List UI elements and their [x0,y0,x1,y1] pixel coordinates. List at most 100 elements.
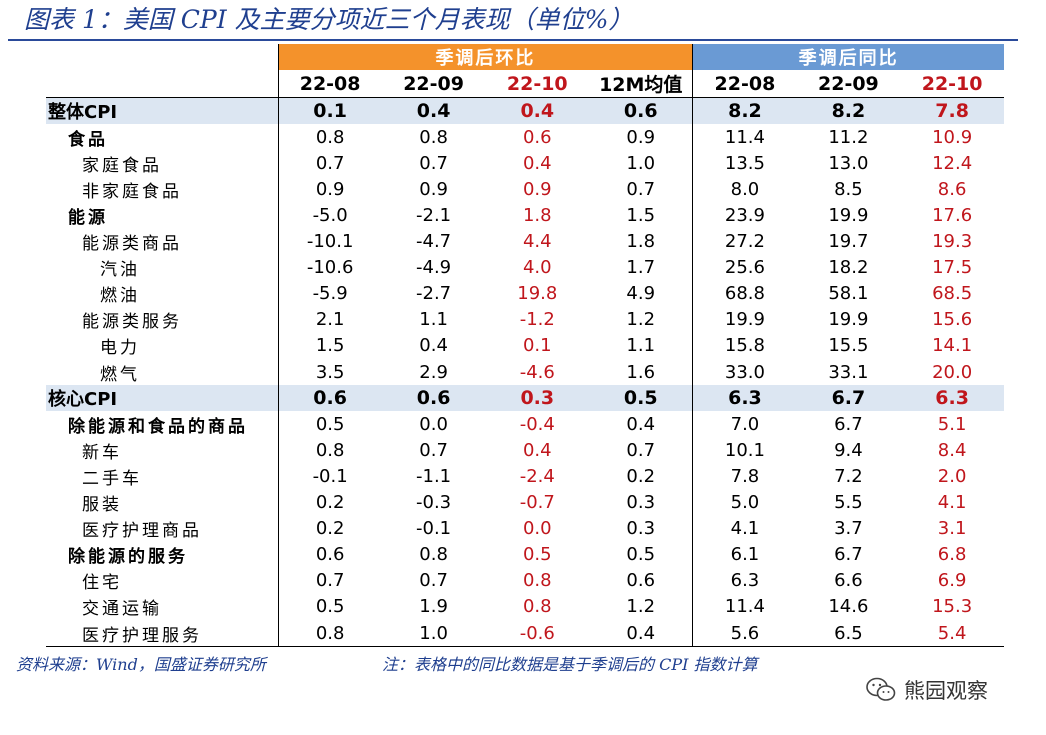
table-cell: 19.3 [932,231,973,253]
table-cell: 3.1 [937,518,967,540]
table-cell: -4.6 [519,361,555,383]
row-label: 除能源和食品的商品 [46,411,279,438]
table-cell: 0.4 [522,439,552,461]
table-cell: -5.9 [312,283,348,305]
table-cell: 23.9 [724,205,765,227]
table-cell: 15.8 [724,335,765,357]
table-cell: 1.7 [589,254,694,281]
table-row: 交通运输 0.5 1.9 0.8 1.2 11.4 14.6 15.3 [46,593,1004,620]
table-cell: 12.4 [932,152,973,174]
table-cell: 0.7 [315,152,345,174]
table-row: 燃油 -5.9 -2.7 19.8 4.9 68.8 58.1 68.5 [46,280,1004,307]
table-cell: 19.9 [724,309,765,331]
table-cell: -4.7 [416,231,452,253]
table-cell: 0.2 [315,492,345,514]
table-cell: 1.5 [315,335,345,357]
table-cell: 4.1 [937,492,967,514]
table-cell: -0.1 [416,518,452,540]
table-cell: 0.9 [522,178,552,200]
table-cell: 33.0 [724,361,765,383]
table-cell: 2.9 [419,361,448,383]
source-note: 资料来源：Wind，国盛证券研究所 [16,655,266,674]
table-cell: 25.6 [724,257,765,279]
table-cell: 0.4 [419,335,448,357]
table-cell: 1.0 [381,619,486,648]
table-cell: 68.5 [932,283,973,305]
wechat-icon [866,677,896,701]
table-row: 二手车 -0.1 -1.1 -2.4 0.2 7.8 7.2 2.0 [46,463,1004,490]
table-cell: 17.6 [932,205,973,227]
table-row: 除能源和食品的商品 0.5 0.0 -0.4 0.4 7.0 6.7 5.1 [46,411,1004,438]
row-label: 电力 [46,332,279,360]
table-cell: 14.1 [932,335,973,357]
table-cell: -2.1 [416,205,452,227]
table-cell: -1.2 [519,309,555,331]
table-cell: 13.0 [828,152,869,174]
col-header: 22-08 [692,70,797,99]
table-cell: 10.1 [724,439,765,461]
table-cell: 58.1 [828,283,869,305]
table-cell: 11.4 [724,596,765,618]
table-cell: 0.4 [589,411,694,438]
table-cell: 15.5 [828,335,869,357]
col-header: 22-10 [485,70,590,99]
table-cell: 0.9 [419,178,448,200]
table-cell: 1.8 [589,228,694,255]
table-cell: 4.1 [730,518,760,540]
table-cell: 7.8 [730,465,760,487]
table-cell: 0.7 [419,152,448,174]
table-cell: 11.4 [724,126,765,148]
table-cell: 13.5 [724,152,765,174]
table-cell: 0.6 [315,544,345,566]
table-cell: 5.0 [730,492,760,514]
header-label-cell [46,70,279,99]
table-cell: 4.0 [522,257,552,279]
table-cell: 2.0 [937,465,967,487]
table-cell: 0.4 [381,97,486,125]
table-row: 核心CPI 0.6 0.6 0.3 0.5 6.3 6.7 6.3 [46,385,1004,412]
row-label: 能源类服务 [46,306,279,333]
table-body: 整体CPI 0.1 0.4 0.4 0.6 8.2 8.2 7.8 食品 0.8 0.8 0.6 0.9… [46,97,1004,648]
table-row: 除能源的服务 0.6 0.8 0.5 0.5 6.1 6.7 6.8 [46,541,1004,568]
row-label: 二手车 [46,463,279,490]
row-label: 住宅 [46,567,279,594]
table-cell: 3.7 [834,518,863,540]
row-label: 交通运输 [46,593,279,620]
table-cell: 0.5 [522,544,552,566]
row-label: 服装 [46,489,279,516]
table-cell: 6.3 [692,385,797,412]
table-cell: 0.8 [278,619,382,648]
table-cell: 1.0 [589,150,694,177]
table-cell: 0.7 [589,176,694,203]
table-cell: -0.4 [519,413,555,435]
row-label: 非家庭食品 [46,176,279,203]
table-cell: 1.2 [589,593,694,620]
table-cell: 0.5 [315,413,345,435]
table-cell: 4.4 [522,231,552,253]
table-cell: -10.1 [306,231,354,253]
table-cell: 2.1 [315,309,345,331]
col-header: 22-10 [900,70,1004,99]
table-cell: 6.8 [937,544,967,566]
row-label: 医疗护理商品 [46,515,279,542]
table-cell: 8.0 [730,178,760,200]
table-cell: 0.8 [522,570,552,592]
cpi-table-container: 季调后环比 季调后同比 22-08 22-09 22-10 12M均值 22-0… [46,44,1004,648]
table-cell: 68.8 [724,283,765,305]
table-cell: 0.7 [419,570,448,592]
table-cell: 17.5 [932,257,973,279]
table-cell: 6.7 [796,385,901,412]
table-cell: 19.9 [828,309,869,331]
row-label: 除能源的服务 [46,541,279,568]
table-cell: 8.4 [937,439,967,461]
table-cell: 0.5 [589,541,694,568]
row-label: 新车 [46,437,279,464]
table-cell: 0.5 [589,385,694,412]
table-row: 医疗护理商品 0.2 -0.1 0.0 0.3 4.1 3.7 3.1 [46,515,1004,542]
footer: 资料来源：Wind，国盛证券研究所 注：表格中的同比数据是基于季调后的 CPI … [16,651,1016,675]
table-row: 住宅 0.7 0.7 0.8 0.6 6.3 6.6 6.9 [46,567,1004,594]
row-label: 燃油 [46,280,279,307]
table-cell: -4.9 [416,257,452,279]
table-cell: 5.6 [692,619,797,648]
table-cell: 18.2 [828,257,869,279]
